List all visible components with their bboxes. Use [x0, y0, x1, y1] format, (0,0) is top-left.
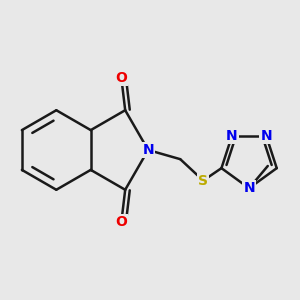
Text: O: O: [116, 71, 127, 85]
Text: S: S: [198, 174, 208, 188]
Text: O: O: [116, 215, 127, 229]
Text: N: N: [260, 129, 272, 143]
Text: N: N: [142, 143, 154, 157]
Text: N: N: [243, 181, 255, 195]
Text: N: N: [226, 129, 238, 143]
